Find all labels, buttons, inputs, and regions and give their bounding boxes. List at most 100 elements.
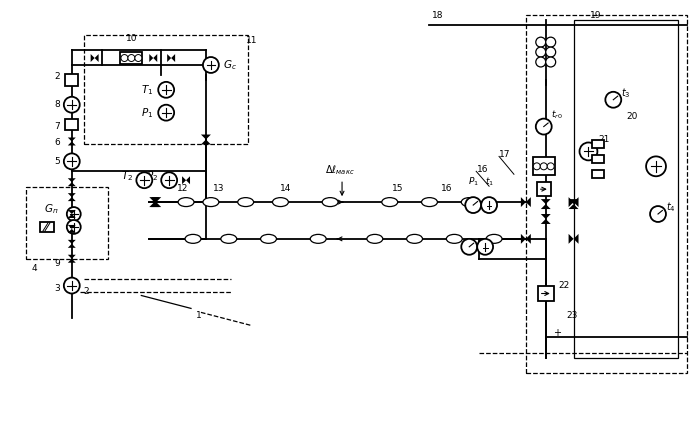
Circle shape	[67, 220, 81, 234]
Polygon shape	[154, 54, 157, 62]
Polygon shape	[541, 199, 551, 204]
Text: 5: 5	[54, 157, 60, 166]
Bar	[526, 15, 687, 373]
Bar	[40, 222, 54, 232]
Ellipse shape	[422, 197, 438, 207]
Polygon shape	[68, 214, 76, 218]
Polygon shape	[68, 229, 76, 233]
Polygon shape	[569, 204, 579, 209]
Polygon shape	[68, 141, 76, 145]
Text: 14: 14	[280, 184, 291, 193]
Text: $T_2$: $T_2$	[121, 169, 133, 183]
Text: $P_2$: $P_2$	[463, 242, 475, 255]
Ellipse shape	[461, 197, 477, 207]
Text: 15: 15	[392, 184, 403, 193]
Text: $G_{п}$: $G_{п}$	[44, 202, 59, 216]
Bar	[66, 74, 78, 86]
Ellipse shape	[407, 234, 422, 243]
Circle shape	[64, 278, 80, 293]
Circle shape	[546, 47, 556, 57]
Circle shape	[135, 55, 142, 62]
Polygon shape	[541, 214, 551, 219]
Bar	[537, 286, 554, 302]
Text: $P_2$: $P_2$	[146, 169, 158, 183]
Circle shape	[161, 172, 177, 188]
Circle shape	[650, 206, 666, 222]
Circle shape	[546, 37, 556, 47]
Ellipse shape	[447, 234, 462, 243]
Circle shape	[158, 82, 174, 98]
Circle shape	[461, 239, 477, 255]
Text: $t_4$: $t_4$	[666, 200, 676, 214]
Text: 20: 20	[626, 112, 637, 121]
Polygon shape	[68, 240, 76, 244]
Circle shape	[536, 47, 546, 57]
Circle shape	[546, 57, 556, 67]
Text: 4: 4	[32, 264, 38, 273]
Circle shape	[605, 92, 621, 108]
Polygon shape	[68, 182, 76, 186]
Bar	[593, 141, 604, 148]
Polygon shape	[151, 202, 161, 207]
Text: 6: 6	[54, 138, 60, 147]
Text: $t_{r0}$: $t_{r0}$	[551, 108, 563, 121]
Polygon shape	[68, 259, 76, 263]
Ellipse shape	[185, 234, 201, 243]
Polygon shape	[526, 234, 530, 244]
Circle shape	[536, 37, 546, 47]
Text: $P_1$: $P_1$	[468, 176, 479, 188]
Ellipse shape	[221, 234, 237, 243]
Polygon shape	[186, 176, 190, 184]
Text: 3: 3	[54, 284, 60, 293]
Text: 13: 13	[213, 184, 225, 193]
Polygon shape	[68, 138, 76, 141]
Polygon shape	[521, 197, 526, 207]
Polygon shape	[569, 197, 574, 207]
Ellipse shape	[272, 197, 288, 207]
Circle shape	[67, 207, 81, 221]
Text: 21: 21	[598, 135, 610, 144]
Ellipse shape	[322, 197, 338, 207]
Ellipse shape	[382, 197, 398, 207]
Circle shape	[466, 197, 481, 213]
Text: $P_1$: $P_1$	[141, 106, 154, 120]
Polygon shape	[68, 210, 76, 214]
Ellipse shape	[238, 197, 253, 207]
Text: $G_c$: $G_c$	[223, 58, 237, 72]
Text: 8: 8	[54, 100, 60, 109]
Polygon shape	[68, 197, 76, 201]
Text: 11: 11	[246, 36, 257, 45]
Circle shape	[646, 156, 666, 176]
Ellipse shape	[310, 234, 326, 243]
Bar	[84, 35, 248, 145]
Bar	[66, 119, 78, 130]
Polygon shape	[569, 234, 574, 244]
Text: 9: 9	[54, 259, 60, 268]
Polygon shape	[171, 54, 175, 62]
Polygon shape	[574, 197, 579, 207]
Polygon shape	[149, 54, 154, 62]
Text: $t_2$: $t_2$	[481, 242, 489, 255]
Polygon shape	[68, 178, 76, 182]
Circle shape	[547, 163, 554, 170]
Text: 16: 16	[440, 184, 452, 193]
Ellipse shape	[203, 197, 219, 207]
Ellipse shape	[367, 234, 383, 243]
Ellipse shape	[260, 234, 276, 243]
Polygon shape	[569, 199, 579, 204]
Bar	[574, 20, 678, 358]
Polygon shape	[68, 225, 76, 229]
Circle shape	[540, 163, 547, 170]
Circle shape	[481, 197, 497, 213]
Text: 16: 16	[477, 165, 489, 174]
Bar	[26, 187, 107, 259]
Bar	[593, 170, 604, 178]
Polygon shape	[68, 244, 76, 248]
Text: $t_1$: $t_1$	[484, 176, 493, 188]
Bar	[121, 52, 142, 64]
Polygon shape	[541, 204, 551, 209]
Text: 19: 19	[591, 11, 602, 20]
Polygon shape	[526, 197, 530, 207]
Polygon shape	[201, 135, 211, 139]
Polygon shape	[149, 202, 159, 207]
